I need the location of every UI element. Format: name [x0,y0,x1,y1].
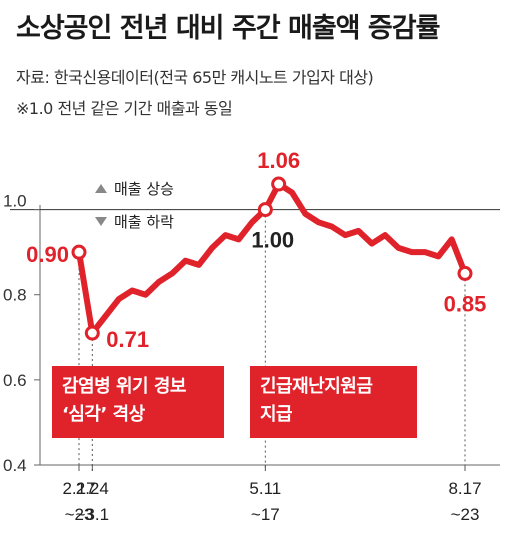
series-line [76,181,468,336]
y-tick-label: 0.8 [3,286,27,305]
chart-note: ※1.0 전년 같은 기간 매출과 동일 [16,99,233,118]
data-point [271,176,287,192]
annotation-text: 감염병 위기 경보 [62,376,186,397]
annotation-box [52,366,224,438]
y-tick-label: 0.6 [3,371,27,390]
chart-source: 자료: 한국신용데이터(전국 65만 캐시노트 가입자 대상) [16,68,374,87]
data-point [84,325,100,341]
y-tick-label: 0.4 [3,456,27,475]
data-point [257,202,273,218]
x-tick-label: ~23 [65,505,94,524]
legend-down-label: 매출 하락 [114,213,174,231]
data-label: 0.85 [444,291,487,316]
legend-up-label: 매출 상승 [114,180,174,198]
data-label: 0.90 [26,242,69,267]
data-point [71,244,87,260]
x-tick-label: 2.24 [76,479,109,498]
data-label: 1.00 [251,228,294,253]
x-tick-label: ~3.1 [76,505,110,524]
x-tick-label: ~23 [451,505,480,524]
x-tick-label: ~17 [251,505,280,524]
y-tick-label: 1.0 [3,192,27,211]
annotation-text: 긴급재난지원금 [260,376,372,397]
annotation-text: 지급 [260,404,292,425]
down-triangle-icon [95,217,107,226]
x-tick-label: 2.17 [62,479,95,498]
x-tick-label: 5.11 [249,479,281,498]
chart-title: 소상공인 전년 대비 주간 매출액 증감률 [16,13,440,44]
data-label: 0.71 [106,327,149,352]
data-point [457,265,473,281]
annotation-text: ‘심각’ 격상 [62,404,146,425]
data-label: 1.06 [257,148,300,173]
up-triangle-icon [95,184,107,193]
annotation-box [250,366,417,438]
x-tick-label: 8.17 [448,479,481,498]
